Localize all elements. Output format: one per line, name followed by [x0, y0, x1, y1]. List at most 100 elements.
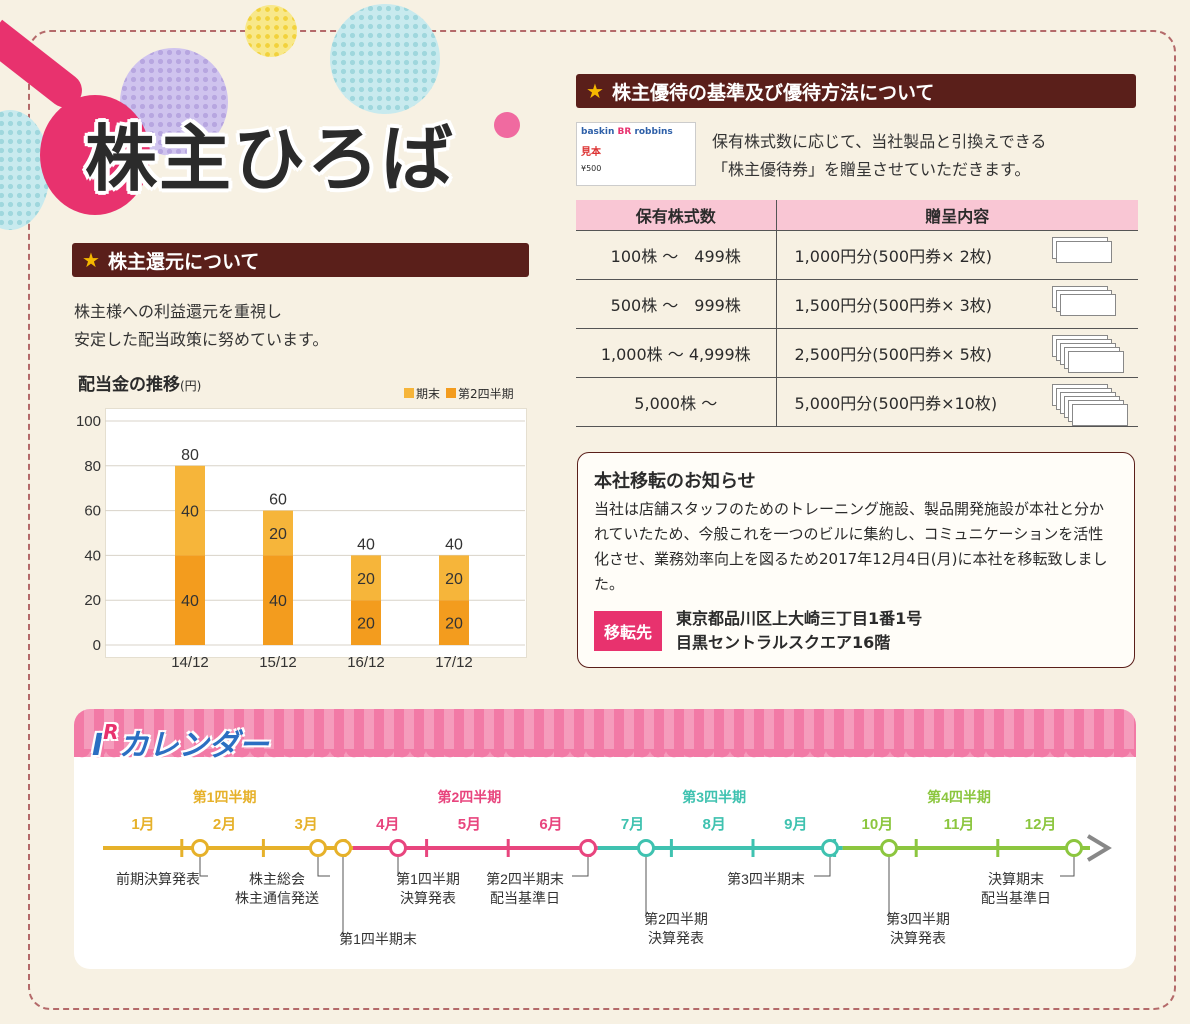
decor-circle-cyan [330, 4, 440, 114]
y-tick-label: 100 [76, 413, 101, 430]
ticket-icon [1056, 240, 1112, 263]
ticket-icon [1072, 403, 1128, 426]
shares-cell: 500株 ～ 999株 [576, 279, 777, 329]
bar-segment [175, 465, 205, 556]
ticket-brand-logo: BR [617, 127, 632, 137]
y-tick-label: 0 [93, 637, 101, 654]
bar-total-label: 40 [445, 536, 463, 553]
ticket-icon [1068, 350, 1124, 373]
notice-destination: 移転先 東京都品川区上大崎三丁目1番1号 目黒セントラルスクエア16階 [594, 607, 1118, 655]
legend-item: 第2四半期 [446, 385, 514, 402]
return-description-line: 安定した配当政策に努めています。 [74, 330, 329, 349]
x-tick-label: 17/12 [435, 654, 473, 671]
section-header-label: 株主優待の基準及び優待方法について [611, 81, 935, 104]
legend-swatch [404, 388, 414, 398]
bar-data-label: 20 [445, 616, 463, 633]
table-header-row: 保有株式数 贈呈内容 [576, 200, 1138, 231]
bar-total-label: 40 [357, 536, 375, 553]
y-tick-label: 20 [84, 592, 101, 609]
bar-data-label: 40 [181, 593, 199, 610]
decor-circle-pink [494, 112, 520, 138]
decor-circle-yellow [245, 5, 297, 57]
content-text: 5,000円分(500円券×10枚) [794, 393, 998, 413]
table-row: 5,000株 ～ 5,000円分(500円券×10枚) [576, 377, 1138, 427]
section-header-benefits: ★ 株主優待の基準及び優待方法について [576, 74, 1136, 108]
shares-cell: 5,000株 ～ [576, 377, 777, 427]
section-header-label: 株主還元について [107, 250, 260, 273]
ticket-sample-stamp: 見本 [581, 147, 601, 158]
address-line: 目黒セントラルスクエア16階 [676, 633, 891, 652]
chart-legend: 期末 第2四半期 [404, 385, 514, 402]
ticket-brand-text: baskin [581, 127, 615, 137]
bar-data-label: 20 [357, 571, 375, 588]
page-title: 株主ひろば [85, 117, 456, 201]
bar-data-label: 20 [445, 571, 463, 588]
sample-ticket-image: baskin BR robbins 見本 ¥500 [576, 122, 696, 186]
chart-unit: (円) [180, 379, 202, 393]
ir-title-rest: カレンダー [118, 728, 269, 763]
content-text: 1,000円分(500円券× 2枚) [794, 246, 993, 266]
content-cell: 5,000円分(500円券×10枚) [776, 377, 1138, 427]
shares-cell: 1,000株 ～ 4,999株 [576, 328, 777, 378]
content-text: 1,500円分(500円券× 3枚) [794, 295, 993, 315]
ticket-brand: baskin BR robbins [581, 127, 691, 137]
return-description: 株主様への利益還元を重視し 安定した配当政策に努めています。 [74, 298, 328, 354]
content-text: 2,500円分(500円券× 5枚) [794, 344, 993, 364]
shares-cell: 100株 ～ 499株 [576, 230, 777, 280]
destination-badge: 移転先 [594, 611, 663, 651]
relocation-notice: 本社移転のお知らせ 当社は店舗スタッフのためのトレーニング施設、製品開発施設が本… [577, 452, 1135, 668]
bar-data-label: 20 [269, 526, 287, 543]
table-row: 500株 ～ 999株 1,500円分(500円券× 3枚) [576, 279, 1138, 329]
notice-title: 本社移転のお知らせ [594, 471, 756, 492]
content-cell: 1,000円分(500円券× 2枚) [776, 230, 1138, 280]
x-tick-label: 16/12 [347, 654, 385, 671]
legend-item: 期末 [404, 385, 440, 402]
bar-segment [351, 555, 381, 601]
benefits-description-line: 「株主優待券」を贈呈させていただきます。 [712, 160, 1031, 179]
bar-data-label: 20 [357, 616, 375, 633]
ticket-brand-text: robbins [634, 127, 673, 137]
column-header-content: 贈呈内容 [776, 200, 1138, 231]
legend-swatch [446, 388, 457, 398]
bar-data-label: 40 [269, 593, 287, 610]
bar-segment [263, 510, 293, 556]
dividend-chart: 0 20 40 60 80 100 40 40 80 14/12 40 20 60 15/12 20 20 40… [76, 413, 525, 671]
ir-calendar-stripe [74, 709, 1136, 765]
page-border [28, 30, 1176, 1010]
x-tick-label: 15/12 [259, 654, 297, 671]
table-row: 1,000株 ～ 4,999株 2,500円分(500円券× 5枚) [576, 328, 1138, 378]
address-line: 東京都品川区上大崎三丁目1番1号 [676, 609, 923, 628]
chart-title: 配当金の推移(円) [78, 370, 201, 395]
ticket-icon [1060, 293, 1116, 316]
bar-data-label: 40 [181, 504, 199, 521]
table-row: 100株 ～ 499株 1,000円分(500円券× 2枚) [576, 230, 1138, 280]
bar-segment [439, 600, 469, 645]
y-tick-label: 40 [84, 547, 101, 564]
legend-label: 期末 [416, 387, 441, 401]
bar-segment [263, 555, 293, 645]
notice-body: 当社は店舗スタッフのためのトレーニング施設、製品開発施設が本社と分かれていたため… [594, 500, 1108, 593]
bar-segment [175, 555, 205, 645]
bar-total-label: 80 [181, 447, 199, 464]
legend-label: 第2四半期 [458, 387, 514, 401]
ir-calendar-panel [74, 709, 1136, 969]
content-cell: 1,500円分(500円券× 3枚) [776, 279, 1138, 329]
star-icon: ★ [586, 79, 604, 103]
bar-segment [439, 555, 469, 601]
spoon-decor [40, 95, 150, 215]
ir-title-r: R [103, 720, 119, 744]
return-description-line: 株主様への利益還元を重視し [74, 302, 283, 321]
bar-segment [351, 600, 381, 645]
y-tick-label: 60 [84, 503, 101, 520]
chart-title-text: 配当金の推移 [78, 375, 180, 395]
ir-title-i: I [92, 728, 104, 763]
y-tick-label: 80 [84, 458, 101, 475]
destination-address: 東京都品川区上大崎三丁目1番1号 目黒セントラルスクエア16階 [676, 607, 922, 655]
content-cell: 2,500円分(500円券× 5枚) [776, 328, 1138, 378]
x-tick-label: 14/12 [171, 654, 209, 671]
benefits-description-line: 保有株式数に応じて、当社製品と引換えできる [712, 132, 1047, 151]
ir-calendar-title: IRカレンダー [92, 720, 269, 764]
ticket-price: ¥500 [581, 164, 602, 173]
bar-total-label: 60 [269, 492, 287, 509]
benefits-description: 保有株式数に応じて、当社製品と引換えできる 「株主優待券」を贈呈させていただきま… [712, 128, 1046, 184]
